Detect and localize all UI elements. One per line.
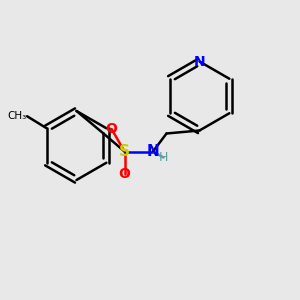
Text: O: O	[106, 122, 118, 136]
Text: CH₃: CH₃	[8, 111, 27, 121]
Text: O: O	[118, 167, 130, 181]
Text: N: N	[147, 144, 159, 159]
Text: H: H	[159, 151, 168, 164]
Text: S: S	[119, 144, 130, 159]
Text: N: N	[194, 55, 205, 68]
